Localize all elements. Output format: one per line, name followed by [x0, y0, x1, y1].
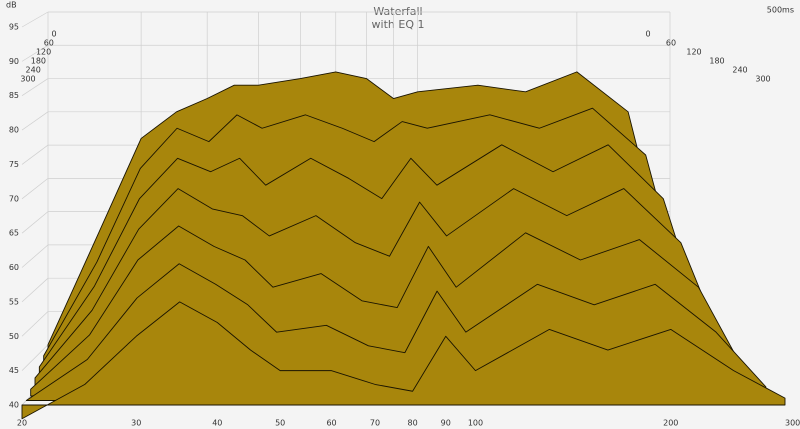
x-tick-label: 100 [468, 419, 483, 428]
z-tick-label: 60 [44, 39, 54, 48]
y-tick-label: 65 [9, 229, 19, 238]
x-tick-label: 80 [407, 419, 417, 428]
z-tick-label: 180 [709, 57, 724, 66]
grid-line [21, 144, 49, 165]
z-tick-label: 0 [645, 30, 650, 39]
z-tick-label: 180 [31, 57, 46, 66]
x-tick-label: 300 Hz [785, 419, 800, 428]
z-tick-label: 0 [51, 30, 56, 39]
y-tick-label: 85 [9, 91, 19, 100]
waterfall-slice [21, 301, 786, 420]
grid-line [21, 311, 49, 337]
grid-line [21, 178, 49, 200]
grid-line [21, 44, 49, 62]
grid-line [21, 211, 49, 234]
x-tick-label: 60 [326, 419, 336, 428]
chart-subtitle: with EQ 1 [372, 18, 425, 31]
y-tick-label: 40 [9, 401, 19, 410]
z-tick-label: 300 [20, 75, 35, 84]
z-tick-label: 240 [26, 66, 41, 75]
z-tick-label: 120 [686, 48, 701, 57]
y-tick-label: 70 [9, 194, 19, 203]
grid-line [21, 244, 49, 268]
chart-title: Waterfall [373, 5, 422, 18]
grid-line [21, 78, 49, 97]
y-tick-label: 55 [9, 297, 19, 306]
x-tick-label: 50 [275, 419, 285, 428]
y-tick-label: 60 [9, 263, 19, 272]
y-tick-label: 95 [9, 23, 19, 32]
x-tick-label: 20 [17, 419, 27, 428]
z-tick-label: 60 [666, 39, 676, 48]
y-tick-label: 80 [9, 126, 19, 135]
x-tick-label: 70 [370, 419, 380, 428]
grid-line [21, 344, 49, 371]
z-tick-label: 300 [755, 75, 770, 84]
z-tick-label: 240 [732, 66, 747, 75]
grid-line [21, 111, 49, 131]
x-tick-label: 200 [663, 419, 678, 428]
y-tick-label: 45 [9, 366, 19, 375]
y-axis-label: dB [6, 1, 17, 10]
x-tick-label: 40 [212, 419, 222, 428]
z-tick-label: 120 [36, 48, 51, 57]
z-axis-label: 500ms [767, 6, 794, 15]
y-tick-label: 75 [9, 160, 19, 169]
grid-line [21, 277, 49, 303]
y-tick-label: 50 [9, 332, 19, 341]
grid-line [21, 11, 49, 28]
y-tick-label: 90 [9, 57, 19, 66]
x-tick-label: 30 [131, 419, 141, 428]
x-tick-label: 90 [441, 419, 451, 428]
